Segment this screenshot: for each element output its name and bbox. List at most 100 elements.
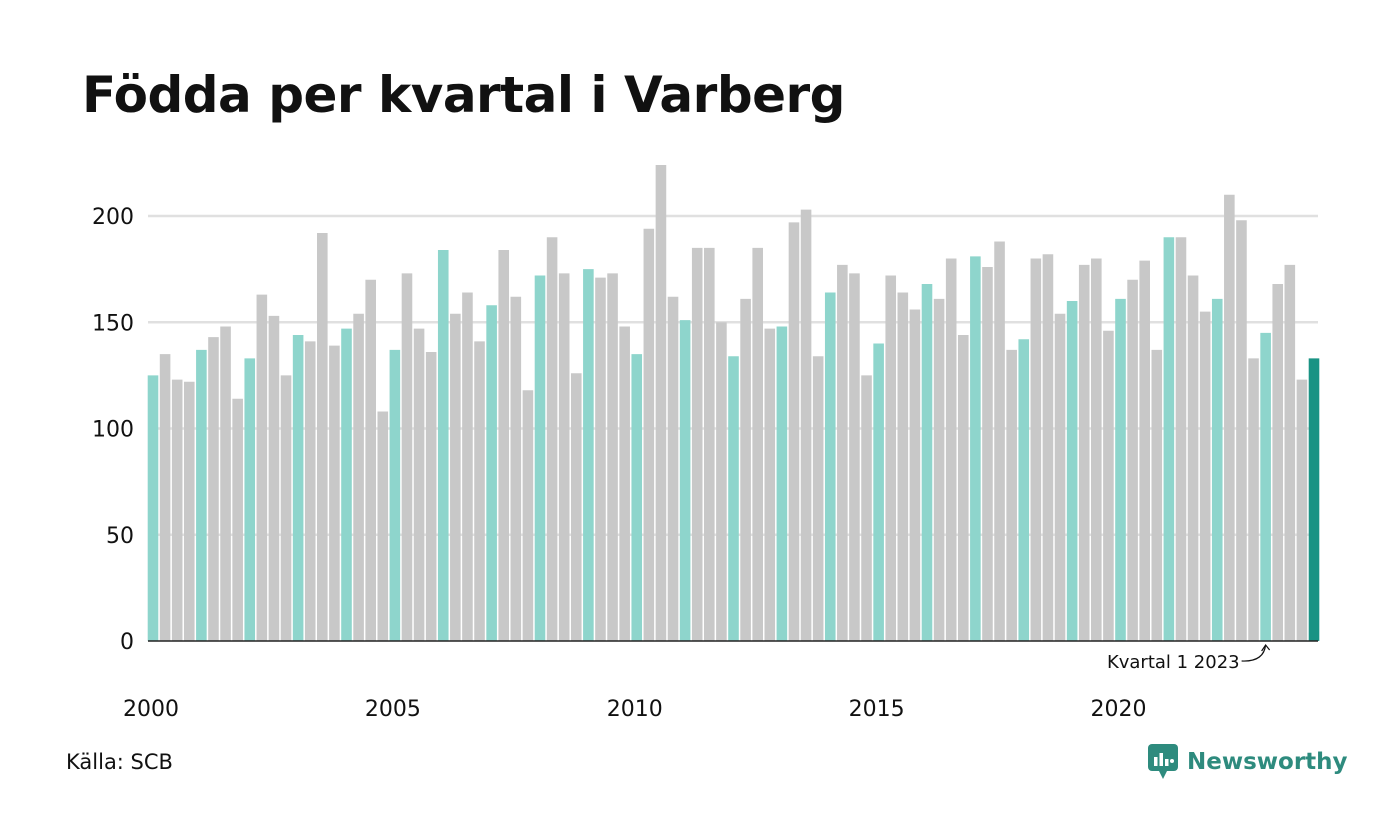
bar xyxy=(522,390,534,641)
x-tick-label: 2005 xyxy=(365,697,421,722)
bar xyxy=(486,305,497,641)
bar xyxy=(1224,194,1235,641)
bar xyxy=(824,292,836,641)
bar xyxy=(619,326,630,641)
brand-name: Newsworthy xyxy=(1187,749,1348,775)
bar xyxy=(256,294,268,641)
bar xyxy=(570,373,582,641)
bar xyxy=(1151,349,1163,641)
bar xyxy=(728,356,739,641)
bar xyxy=(510,296,522,641)
bars xyxy=(147,165,1320,641)
y-tick-label: 200 xyxy=(92,205,134,230)
newsworthy-logo-icon xyxy=(1148,744,1178,779)
bar xyxy=(462,292,473,641)
bar xyxy=(740,298,751,641)
bar xyxy=(1139,260,1150,641)
bar xyxy=(183,381,195,641)
bar xyxy=(1103,330,1114,641)
bar xyxy=(558,273,570,641)
bar xyxy=(921,284,933,641)
x-tick-label: 2015 xyxy=(849,697,905,722)
bar xyxy=(982,267,993,641)
bar xyxy=(885,275,897,641)
bar xyxy=(970,256,981,641)
bar xyxy=(341,328,352,641)
bar xyxy=(292,335,304,641)
bar xyxy=(909,309,921,641)
bar xyxy=(957,335,969,641)
bar xyxy=(788,222,800,641)
bar xyxy=(752,247,763,641)
bar xyxy=(1211,298,1223,641)
x-tick-label: 2010 xyxy=(607,697,663,722)
bar xyxy=(945,258,957,641)
bar xyxy=(220,326,231,641)
bar xyxy=(546,237,558,641)
bar xyxy=(812,356,824,641)
x-axis-ticks: 2000 2005 2010 2015 2020 xyxy=(123,697,1147,722)
bar xyxy=(1236,220,1247,641)
bar xyxy=(474,341,485,641)
bar xyxy=(607,273,618,641)
bar xyxy=(643,228,655,641)
annotation-label: Kvartal 1 2023 xyxy=(1107,652,1240,673)
bar xyxy=(425,352,437,641)
bar xyxy=(317,233,328,641)
bar xyxy=(304,341,316,641)
bar xyxy=(208,337,219,641)
bar xyxy=(667,296,679,641)
bar xyxy=(764,328,776,641)
bar xyxy=(1066,301,1078,641)
bar xyxy=(268,315,280,641)
bar xyxy=(413,328,425,641)
bar xyxy=(655,165,667,641)
bar xyxy=(196,349,207,641)
bar xyxy=(873,343,884,641)
bar xyxy=(776,326,788,641)
bar xyxy=(1054,313,1066,641)
source-note: Källa: SCB xyxy=(66,750,173,774)
bar xyxy=(1199,311,1211,641)
bar xyxy=(837,264,848,641)
bar xyxy=(159,354,171,641)
bar xyxy=(244,358,256,641)
bar xyxy=(631,354,643,641)
y-tick-label: 50 xyxy=(106,524,134,549)
bar xyxy=(1308,358,1320,641)
bar xyxy=(171,379,183,641)
bar xyxy=(401,273,413,641)
y-axis-ticks: 0 50 100 150 200 xyxy=(92,205,134,655)
brand-logo: Newsworthy xyxy=(1148,744,1348,780)
bar xyxy=(1284,264,1296,641)
y-tick-label: 0 xyxy=(120,630,134,655)
bar xyxy=(897,292,909,641)
bar xyxy=(232,398,243,641)
bar xyxy=(389,349,401,641)
bar xyxy=(534,275,546,641)
bar xyxy=(716,322,727,641)
bar xyxy=(1115,298,1126,641)
bar xyxy=(437,250,449,641)
bar xyxy=(583,269,594,641)
bar xyxy=(353,313,364,641)
bar xyxy=(1163,237,1175,641)
bar xyxy=(450,313,461,641)
bar xyxy=(933,298,945,641)
bar xyxy=(1187,275,1199,641)
bar xyxy=(1078,264,1090,641)
bar xyxy=(861,375,872,641)
bar xyxy=(595,277,606,641)
bar xyxy=(1018,339,1030,641)
bar xyxy=(691,247,703,641)
bar xyxy=(1042,254,1054,641)
bar xyxy=(849,273,860,641)
bar xyxy=(1091,258,1102,641)
bar xyxy=(1006,349,1017,641)
bar xyxy=(1248,358,1259,641)
bar xyxy=(1296,379,1308,641)
bar xyxy=(329,345,340,641)
bar xyxy=(1030,258,1042,641)
bar xyxy=(365,279,376,641)
